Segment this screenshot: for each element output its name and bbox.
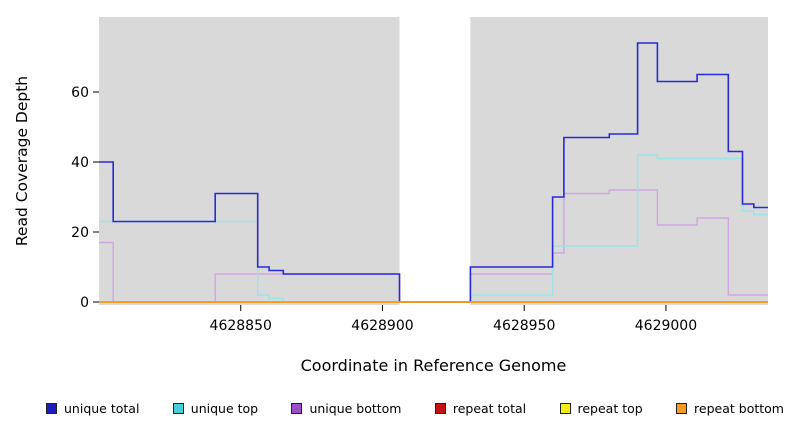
y-tick-label: 20 [71, 225, 89, 241]
legend-label: unique top [190, 400, 259, 416]
no-data-gap-layer [399, 17, 471, 305]
x-axis-title: Coordinate in Reference Genome [300, 356, 567, 375]
y-axis-title: Read Coverage Depth [13, 76, 31, 246]
legend-swatch-repeat-top [559, 402, 571, 414]
x-tick-label: 4628900 [351, 318, 413, 334]
legend-item-unique-top: unique top [172, 400, 259, 416]
legend-item-repeat-bottom: repeat bottom [676, 401, 784, 416]
legend: unique total unique top unique bottom repea… [46, 399, 784, 417]
legend-item-unique-bottom: unique bottom [291, 400, 402, 416]
no-data-gap [399, 17, 471, 305]
series-layer [99, 42, 768, 303]
plot-svg: 4628850 4628900 4628950 4629000 0 20 40 60 Read… [13, 17, 768, 334]
legend-label: repeat total [452, 400, 527, 416]
legend-item-repeat-total: repeat total [434, 400, 527, 416]
series-line-unique-total [99, 42, 768, 303]
series-line-unique-bottom [99, 189, 768, 303]
legend-label: unique bottom [309, 400, 402, 416]
legend-swatch-unique-total [46, 402, 57, 414]
x-tick-label: 4628850 [210, 318, 272, 334]
legend-swatch-repeat-total [434, 402, 446, 414]
legend-swatch-unique-bottom [291, 402, 303, 414]
legend-swatch-unique-top [172, 402, 184, 414]
axis-ticks-layer: 4628850 4628900 4628950 4629000 0 20 40 60 [71, 85, 697, 334]
legend-label: unique total [64, 400, 140, 416]
legend-label: repeat top [577, 400, 643, 416]
x-tick-label: 4629000 [635, 318, 697, 334]
y-tick-label: 60 [71, 85, 89, 101]
x-tick-label: 4628950 [493, 318, 555, 334]
y-tick-label: 40 [71, 155, 89, 171]
legend-swatch-repeat-bottom [676, 402, 688, 414]
legend-item-unique-total: unique total [46, 401, 139, 416]
legend-item-repeat-top: repeat top [559, 400, 643, 416]
y-tick-label: 0 [80, 295, 89, 311]
legend-label: repeat bottom [694, 400, 784, 416]
